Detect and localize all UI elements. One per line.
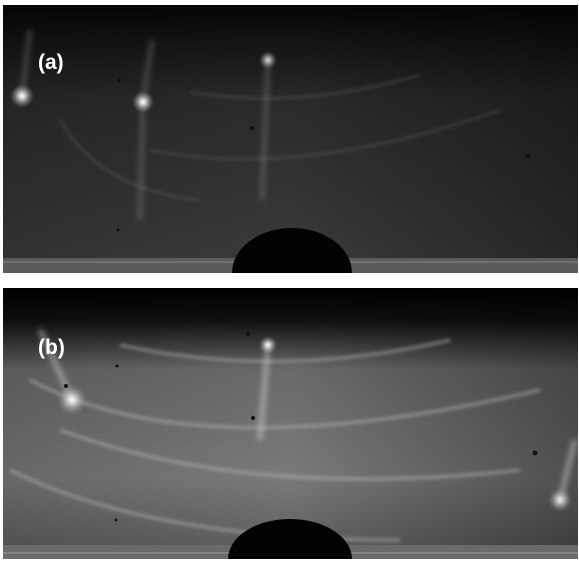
panel-a: (a) [3, 5, 578, 273]
panel-b: (b) [3, 288, 578, 559]
panel-label: (b) [38, 336, 65, 359]
panel-label: (a) [38, 51, 64, 74]
figure: (a) (b) [0, 0, 579, 562]
